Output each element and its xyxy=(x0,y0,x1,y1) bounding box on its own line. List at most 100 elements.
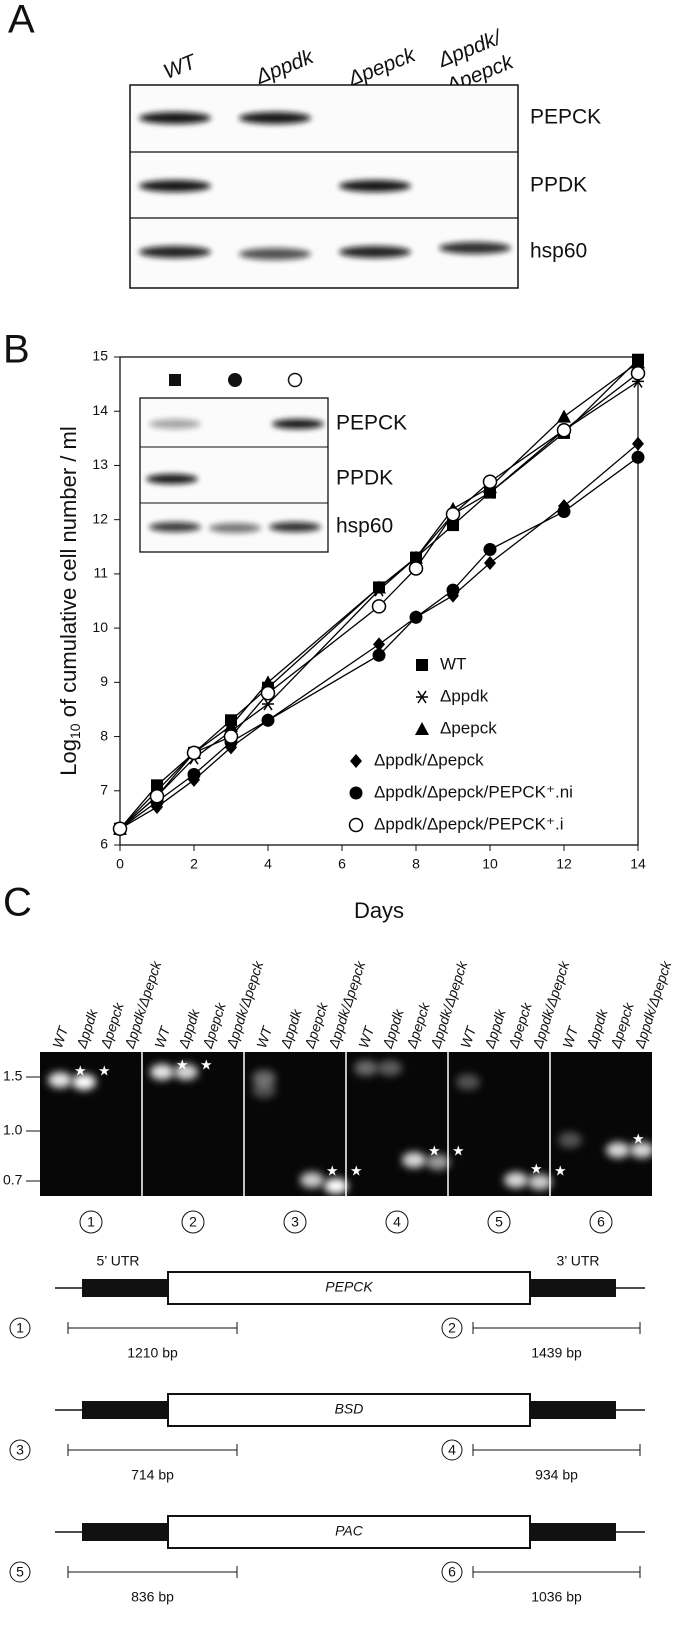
legend-marker xyxy=(350,754,362,768)
y-tick-label: 15 xyxy=(92,348,108,364)
marker xyxy=(484,556,496,571)
inset-symbol xyxy=(169,374,181,386)
marker xyxy=(260,685,276,701)
inset-row-label: PEPCK xyxy=(336,412,407,435)
gene-name: PEPCK xyxy=(325,1279,373,1295)
band xyxy=(174,1064,198,1080)
amplicon-number-circle xyxy=(9,1561,31,1583)
gel-number: 2 xyxy=(189,1214,197,1230)
amplicon-number-circle xyxy=(441,1561,463,1583)
legend-marker xyxy=(415,722,429,735)
band xyxy=(72,1074,96,1090)
star: ★ xyxy=(632,1131,645,1147)
marker xyxy=(447,519,459,532)
gel-number-circle xyxy=(589,1210,613,1234)
gel-number-circle xyxy=(181,1210,205,1234)
gene-box xyxy=(167,1515,531,1549)
lane-label: WT xyxy=(457,1023,479,1050)
gel-number: 4 xyxy=(393,1214,401,1230)
gel-number: 5 xyxy=(495,1214,503,1230)
amplicon-number: 6 xyxy=(448,1564,456,1580)
star: ★ xyxy=(554,1163,567,1179)
inset-row-label: hsp60 xyxy=(336,515,393,538)
marker xyxy=(223,729,239,744)
x-tick-label: 2 xyxy=(190,856,198,872)
band xyxy=(630,1142,654,1158)
band xyxy=(528,1174,552,1190)
panel-label: B xyxy=(3,328,30,372)
legend-marker xyxy=(349,786,363,800)
star: ★ xyxy=(656,1131,669,1147)
x-axis-label: Days xyxy=(354,898,404,923)
band xyxy=(48,1072,72,1088)
panel-label: C xyxy=(3,881,32,925)
legend-marker xyxy=(416,690,428,704)
gene-name: PAC xyxy=(335,1523,364,1539)
band xyxy=(339,246,411,258)
amplicon-size: 836 bp xyxy=(131,1589,174,1605)
y-tick-label: 9 xyxy=(100,673,108,689)
amplicon-number-circle xyxy=(441,1317,463,1339)
lane-label: WT xyxy=(151,1023,173,1050)
band xyxy=(139,180,211,192)
gel-number: 6 xyxy=(597,1214,605,1230)
amplicon-number: 3 xyxy=(16,1442,24,1458)
y-tick-label: 8 xyxy=(100,727,108,743)
lane-label: WT xyxy=(160,50,201,84)
legend-marker xyxy=(348,817,364,833)
amplicon-size: 934 bp xyxy=(535,1467,578,1483)
band xyxy=(402,1152,426,1168)
x-tick-label: 12 xyxy=(556,856,572,872)
lane-label: WT xyxy=(355,1023,377,1050)
y-tick-label: 13 xyxy=(92,456,108,472)
marker xyxy=(186,745,202,761)
size-marker: 1.5 xyxy=(3,1068,23,1084)
lane-label: Δpepck xyxy=(344,43,420,92)
inset-symbol xyxy=(228,373,242,387)
band xyxy=(149,419,201,429)
amplicon-number: 2 xyxy=(448,1320,456,1336)
marker xyxy=(224,718,238,732)
star: ★ xyxy=(98,1063,111,1079)
band xyxy=(209,523,261,533)
gel-number-circle xyxy=(79,1210,103,1234)
y-tick-label: 11 xyxy=(93,565,108,581)
marker xyxy=(372,648,386,662)
marker xyxy=(262,697,274,711)
y-tick-label: 7 xyxy=(100,781,108,797)
gel-number-circle xyxy=(283,1210,307,1234)
gene-box xyxy=(167,1393,531,1427)
lane-label: Δppdk/Δpepck xyxy=(631,958,675,1051)
band xyxy=(456,1074,480,1090)
legend-label: Δpepck xyxy=(440,718,497,737)
band xyxy=(606,1142,630,1158)
y-axis-label-part: 10 xyxy=(67,723,83,739)
y-axis-label: Log10 of cumulative cell number / ml xyxy=(56,426,83,775)
amplicon-number-circle xyxy=(9,1317,31,1339)
band xyxy=(239,112,311,124)
star: ★ xyxy=(452,1143,465,1159)
legend-label: Δppdk/Δpepck/PEPCK⁺.ni xyxy=(374,782,573,801)
marker xyxy=(409,610,423,624)
star: ★ xyxy=(530,1161,543,1177)
band xyxy=(239,248,311,260)
y-tick-label: 10 xyxy=(92,619,108,635)
amplicon-size: 1036 bp xyxy=(531,1589,582,1605)
inset-row-label: PPDK xyxy=(336,467,393,490)
marker xyxy=(630,366,646,381)
marker xyxy=(631,355,645,369)
legend-label: Δppdk/Δpepck/PEPCK⁺.i xyxy=(374,814,564,833)
band xyxy=(354,1060,378,1076)
x-tick-label: 8 xyxy=(412,856,420,872)
star: ★ xyxy=(428,1143,441,1159)
band xyxy=(339,180,411,192)
band xyxy=(146,474,198,484)
lane-label: WT xyxy=(559,1023,581,1050)
gel-number: 3 xyxy=(291,1214,299,1230)
plot-frame xyxy=(119,356,639,846)
lane-label: WT xyxy=(49,1023,71,1050)
y-axis-label-part: of cumulative cell number / ml xyxy=(56,426,81,723)
marker xyxy=(409,550,423,564)
legend-marker xyxy=(416,659,428,671)
marker xyxy=(557,409,571,423)
